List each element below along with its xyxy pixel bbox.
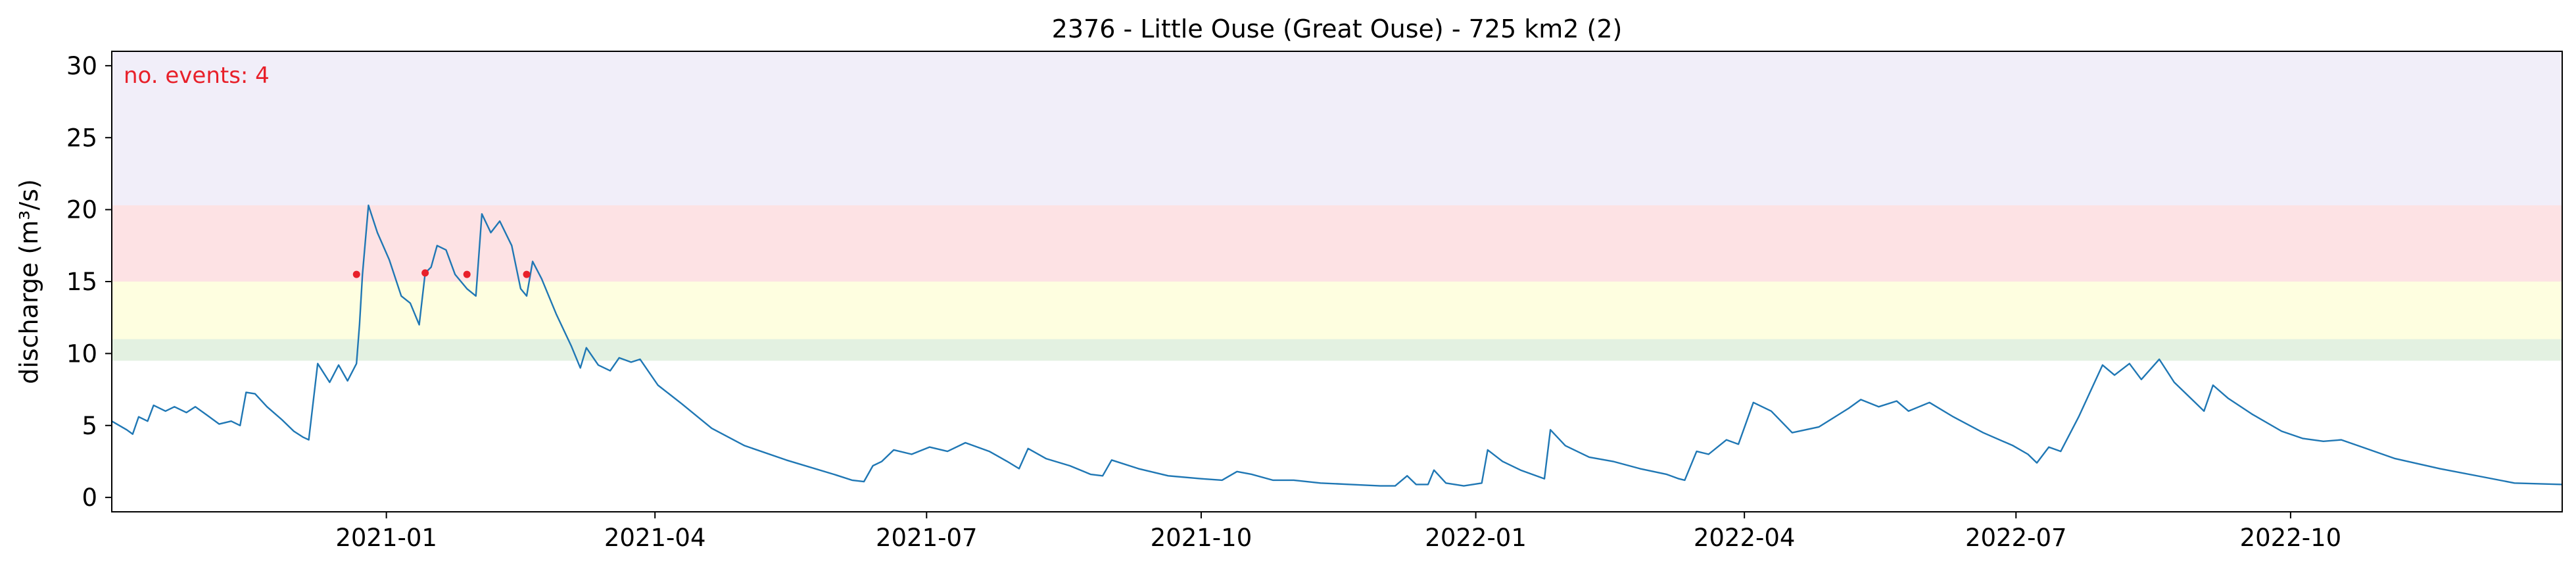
event-marker-1 (352, 270, 360, 278)
y-tick-label: 25 (66, 124, 97, 152)
x-tick-label: 2022-07 (1965, 524, 2067, 552)
threshold-band-2 (112, 282, 2562, 339)
x-tick-label: 2021-04 (604, 524, 706, 552)
event-marker-4 (523, 270, 531, 278)
y-axis-ticks: 0 5 10 15 20 25 30 (66, 52, 112, 512)
y-tick-label: 0 (82, 484, 97, 512)
x-axis-ticks: 2021-01 2021-04 2021-07 2021-10 2022-01 2022-… (335, 512, 2341, 552)
event-markers (352, 269, 531, 278)
x-tick-label: 2022-04 (1694, 524, 1796, 552)
plot-area (111, 204, 2563, 487)
discharge-series-line (111, 204, 2563, 487)
y-tick-label: 15 (66, 268, 97, 296)
y-axis-label: discharge (m³/s) (14, 179, 43, 384)
x-tick-label: 2022-10 (2240, 524, 2342, 552)
y-tick-label: 10 (66, 339, 97, 368)
event-marker-2 (421, 269, 429, 277)
y-tick-label: 5 (82, 412, 97, 440)
chart-title: 2376 - Little Ouse (Great Ouse) - 725 km… (1052, 14, 1623, 43)
x-tick-label: 2021-10 (1151, 524, 1252, 552)
threshold-band-3 (112, 205, 2562, 282)
threshold-band-4 (112, 51, 2562, 206)
x-tick-label: 2021-01 (335, 524, 437, 552)
threshold-bands (112, 51, 2562, 361)
y-tick-label: 20 (66, 196, 97, 224)
x-tick-label: 2022-01 (1425, 524, 1527, 552)
event-marker-3 (463, 270, 471, 278)
threshold-band-1 (112, 339, 2562, 361)
y-tick-label: 30 (66, 52, 97, 80)
event-count-annotation: no. events: 4 (124, 62, 270, 89)
x-tick-label: 2021-07 (876, 524, 978, 552)
